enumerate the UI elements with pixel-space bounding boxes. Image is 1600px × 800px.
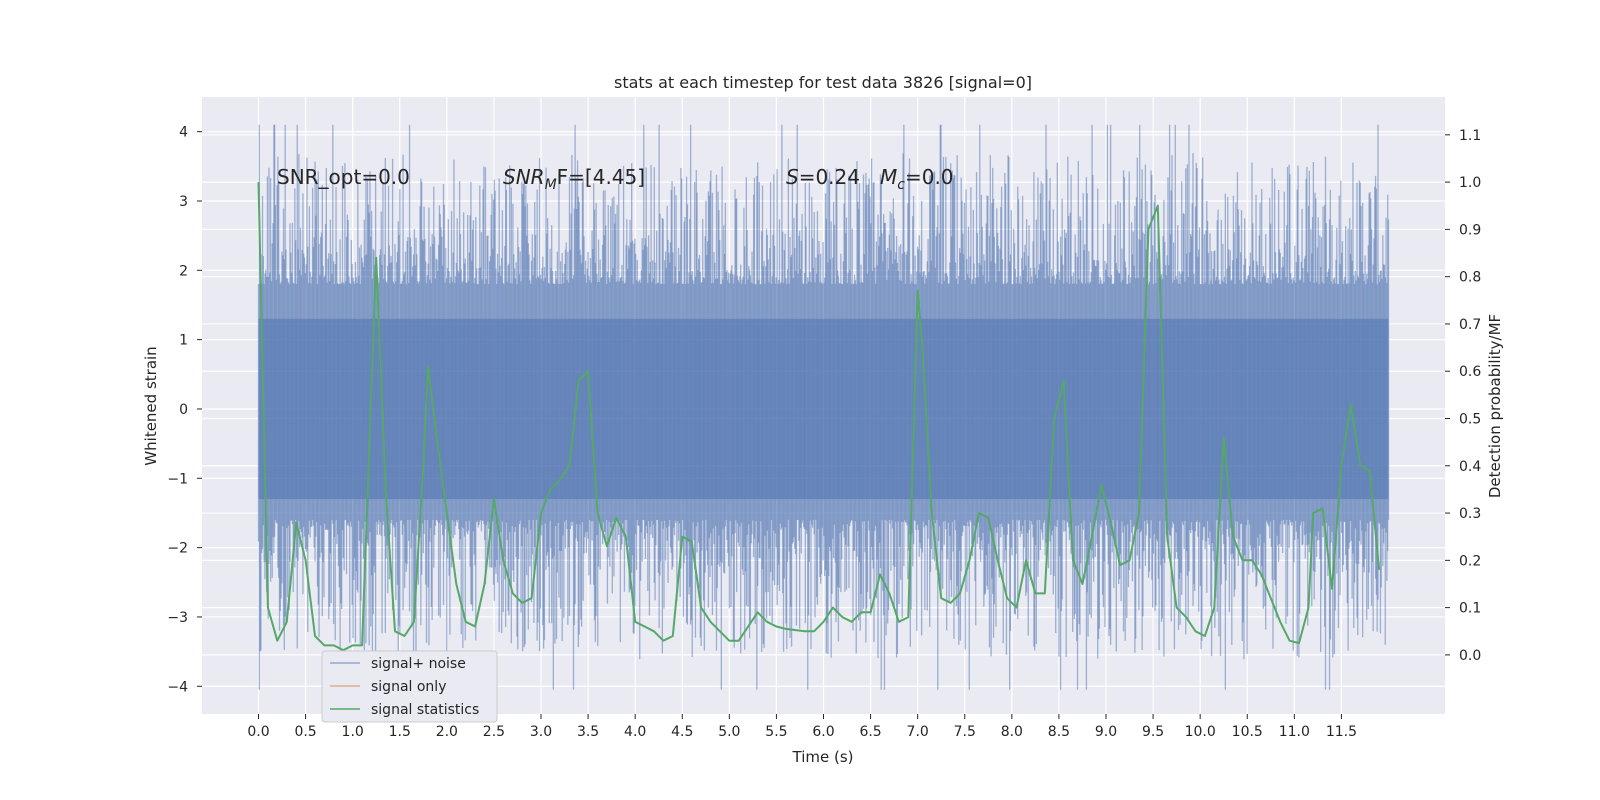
- y-right-tick-label: 1.0: [1459, 175, 1481, 191]
- left-axis-ticks: 4 3 2 1 0 −1 −2 −3 −4: [167, 125, 202, 695]
- y-right-tick-label: 0.9: [1459, 222, 1481, 238]
- x-tick-label: 4.0: [624, 724, 646, 740]
- y-left-tick-label: −4: [167, 679, 188, 695]
- x-tick-label: 2.0: [436, 724, 458, 740]
- signal-statistics-line: [257, 182, 1381, 652]
- signal-statistics-series: [257, 182, 1381, 652]
- x-tick-label: 7.0: [907, 724, 929, 740]
- y-right-tick-label: 0.0: [1459, 648, 1481, 664]
- x-tick-label: 3.5: [577, 724, 599, 740]
- y-left-tick-label: 2: [179, 263, 188, 279]
- y-left-tick-label: 1: [179, 333, 188, 349]
- y-left-tick-label: −1: [167, 471, 188, 487]
- x-tick-label: 5.0: [718, 724, 740, 740]
- x-tick-label: 10.5: [1232, 724, 1263, 740]
- noise-band: [257, 124, 1390, 690]
- x-axis-label: Time (s): [792, 748, 854, 766]
- annotation-mc-sub: c: [897, 177, 905, 193]
- y-left-tick-label: −2: [167, 541, 188, 557]
- y-right-tick-label: 0.2: [1459, 553, 1481, 569]
- x-tick-label: 1.5: [389, 724, 411, 740]
- chart-title: stats at each timestep for test data 382…: [614, 73, 1032, 92]
- legend-label-signal-only: signal only: [371, 679, 446, 695]
- annotation-mc-main: M: [880, 165, 897, 189]
- legend-label-signal-statistics: signal statistics: [371, 702, 479, 718]
- x-tick-label: 9.0: [1095, 724, 1117, 740]
- x-tick-label: 11.5: [1326, 724, 1357, 740]
- annotation-snr-mf: SNRMF=[4.45]: [503, 165, 645, 193]
- annotation-s-rest: =0.24: [799, 165, 860, 189]
- annotation-snr-mf-main: SNR: [503, 165, 545, 189]
- annotation-mc: Mc=0.0: [880, 165, 954, 193]
- legend-box: [321, 650, 498, 723]
- x-tick-label: 9.5: [1142, 724, 1164, 740]
- annotation-snr-mf-sub: M: [545, 177, 557, 193]
- x-tick-label: 0.5: [294, 724, 316, 740]
- y-right-tick-label: 0.6: [1459, 364, 1481, 380]
- y-right-tick-label: 0.8: [1459, 270, 1481, 286]
- y-right-tick-label: 0.1: [1459, 601, 1481, 617]
- x-tick-label: 1.0: [342, 724, 364, 740]
- x-tick-label: 7.5: [954, 724, 976, 740]
- y-left-tick-label: 0: [179, 402, 188, 418]
- x-tick-label: 6.5: [859, 724, 881, 740]
- x-tick-label: 2.5: [483, 724, 505, 740]
- annotation-s-main: S: [786, 165, 799, 189]
- x-tick-label: 8.0: [1001, 724, 1023, 740]
- annotation-snr-mf-rest: F=[4.45]: [557, 165, 645, 189]
- x-tick-label: 8.5: [1048, 724, 1070, 740]
- x-tick-label: 5.5: [765, 724, 787, 740]
- y-right-tick-label: 0.5: [1459, 412, 1481, 428]
- y-right-tick-label: 1.1: [1459, 128, 1481, 144]
- x-tick-label: 11.0: [1279, 724, 1310, 740]
- annotation-s: S=0.24: [786, 165, 860, 189]
- right-axis-ticks: 1.1 1.0 0.9 0.8 0.7 0.6 0.5 0.4 0.3 0.2 0.1 0.0: [1445, 128, 1481, 664]
- x-tick-label: 0.0: [247, 724, 269, 740]
- x-axis-ticks: 0.0 0.5 1.0 1.5 2.0 2.5 3.0 3.5 4.0 4.5 5.0 5.5 6.0 6…: [247, 714, 1357, 740]
- x-tick-label: 6.0: [812, 724, 834, 740]
- y-right-tick-label: 0.4: [1459, 459, 1481, 475]
- y-left-tick-label: −3: [167, 610, 188, 626]
- x-tick-label: 3.0: [530, 724, 552, 740]
- x-tick-label: 10.0: [1185, 724, 1216, 740]
- y-right-tick-label: 0.3: [1459, 506, 1481, 522]
- y-axis-left-label: Whitened strain: [142, 346, 160, 465]
- y-right-tick-label: 0.7: [1459, 317, 1481, 333]
- annotation-snr-opt: SNR_opt=0.0: [277, 165, 410, 189]
- legend: signal+ noise signal only signal statist…: [321, 650, 498, 723]
- y-left-tick-label: 4: [179, 125, 188, 141]
- x-tick-label: 4.5: [671, 724, 693, 740]
- y-axis-right-label: Detection probability/MF: [1486, 314, 1504, 498]
- y-left-tick-label: 3: [179, 194, 188, 210]
- legend-label-signal-noise: signal+ noise: [371, 656, 466, 672]
- annotation-mc-rest: =0.0: [905, 165, 954, 189]
